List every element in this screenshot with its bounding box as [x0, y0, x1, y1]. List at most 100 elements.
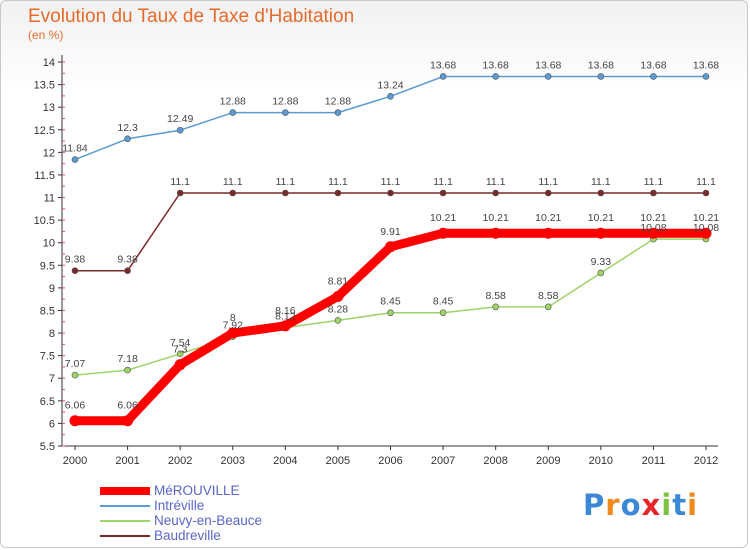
- data-label: 11.1: [381, 176, 401, 188]
- data-point: [437, 227, 449, 239]
- data-point: [282, 109, 289, 116]
- data-point: [650, 73, 657, 80]
- data-point: [700, 227, 712, 239]
- chart-points: [69, 73, 712, 427]
- data-label: 7.3: [173, 344, 188, 356]
- data-point: [71, 156, 79, 163]
- data-label: 11.1: [591, 176, 611, 188]
- y-tick-label: 11.5: [34, 170, 55, 182]
- logo-letter: x: [641, 488, 662, 522]
- x-tick-label: 2011: [642, 455, 666, 467]
- data-label: 9.38: [117, 254, 138, 266]
- x-tick-label: 2000: [63, 455, 87, 467]
- data-label: 7.07: [65, 358, 86, 370]
- data-point: [597, 189, 605, 197]
- data-label: 13.68: [693, 59, 719, 71]
- legend-label: Neuvy-en-Beauce: [154, 513, 263, 528]
- data-label: 7.54: [170, 337, 191, 349]
- data-label: 6.06: [117, 400, 138, 412]
- y-tick-label: 6: [49, 418, 55, 430]
- x-tick-label: 2002: [168, 455, 192, 467]
- data-label: 9.91: [380, 226, 401, 238]
- logo-letter: r: [605, 488, 621, 522]
- data-label: 13.68: [588, 59, 614, 71]
- data-label: 10.08: [640, 222, 666, 234]
- data-point: [122, 415, 134, 427]
- data-label: 12.88: [325, 96, 351, 108]
- data-label: 7.18: [117, 353, 138, 365]
- y-tick-label: 13.5: [34, 80, 55, 92]
- data-label: 7.92: [223, 320, 244, 332]
- y-tick-label: 11: [44, 193, 55, 205]
- data-label: 12.88: [272, 96, 298, 108]
- data-point: [544, 189, 552, 197]
- data-point: [597, 269, 605, 277]
- y-tick-label: 13: [43, 102, 55, 114]
- data-label: 11.1: [538, 176, 558, 188]
- data-point: [71, 267, 79, 275]
- data-point: [647, 227, 659, 239]
- data-label: 13.68: [430, 59, 456, 71]
- data-label: 10.21: [640, 212, 666, 224]
- data-point: [334, 109, 342, 116]
- data-point: [544, 303, 552, 311]
- data-label: 8.45: [433, 296, 454, 308]
- data-point: [69, 415, 81, 427]
- x-tick-label: 2001: [115, 455, 139, 467]
- y-tick-label: 12: [43, 147, 55, 159]
- data-label: 11.1: [275, 176, 295, 188]
- data-point: [439, 73, 447, 80]
- legend-label: MéROUVILLE: [154, 483, 240, 498]
- chart-axes: 5.5 6 6.5 7 7.5 8 8.5 9 9.5 10 10.5 11 11.5 12 12.5 13 1…: [34, 55, 718, 467]
- data-point: [124, 366, 131, 374]
- data-point: [229, 109, 237, 116]
- legend-swatch: [100, 535, 150, 537]
- y-tick-label: 8.5: [40, 305, 55, 317]
- data-point: [229, 189, 237, 197]
- data-point: [387, 93, 394, 100]
- data-point: [176, 350, 184, 358]
- data-point: [595, 227, 607, 239]
- data-point: [174, 359, 186, 371]
- data-label: 11.1: [696, 176, 716, 188]
- data-label: 11.1: [644, 176, 664, 188]
- data-label: 13.68: [535, 59, 561, 71]
- data-label: 8.16: [275, 305, 296, 317]
- data-label: 12.88: [220, 96, 246, 108]
- data-label: 12.49: [167, 113, 193, 125]
- data-label: 8.28: [328, 303, 349, 315]
- data-point: [176, 189, 184, 197]
- x-tick-label: 2009: [536, 455, 560, 467]
- data-point: [490, 227, 502, 239]
- data-label: 10.21: [535, 212, 561, 224]
- data-point: [227, 327, 239, 339]
- data-point: [597, 73, 605, 80]
- data-label: 12.3: [117, 122, 138, 134]
- data-point: [492, 73, 499, 80]
- x-tick-label: 2003: [221, 455, 245, 467]
- data-label: 13.24: [377, 79, 403, 91]
- data-point: [334, 189, 342, 197]
- data-point: [702, 73, 710, 80]
- data-label: 8.12: [275, 311, 296, 323]
- logo-letter: o: [620, 488, 642, 522]
- data-label: 10.21: [588, 212, 614, 224]
- y-tick-label: 9.5: [40, 260, 55, 272]
- x-tick-label: 2010: [589, 455, 613, 467]
- data-point: [544, 73, 552, 80]
- legend-swatch: [100, 520, 150, 522]
- legend-swatch: [100, 487, 150, 495]
- x-tick-label: 2005: [326, 455, 350, 467]
- y-tick-label: 7.5: [40, 351, 55, 363]
- x-tick-label: 2007: [431, 455, 455, 467]
- y-tick-label: 9: [49, 283, 55, 295]
- data-label: 10.21: [693, 212, 719, 224]
- legend-label: Baudreville: [154, 528, 221, 543]
- data-point: [282, 189, 289, 197]
- data-label: 13.68: [483, 59, 509, 71]
- logo-letter: i: [687, 488, 699, 522]
- data-label: 8.58: [538, 290, 559, 302]
- x-tick-label: 2004: [273, 455, 297, 467]
